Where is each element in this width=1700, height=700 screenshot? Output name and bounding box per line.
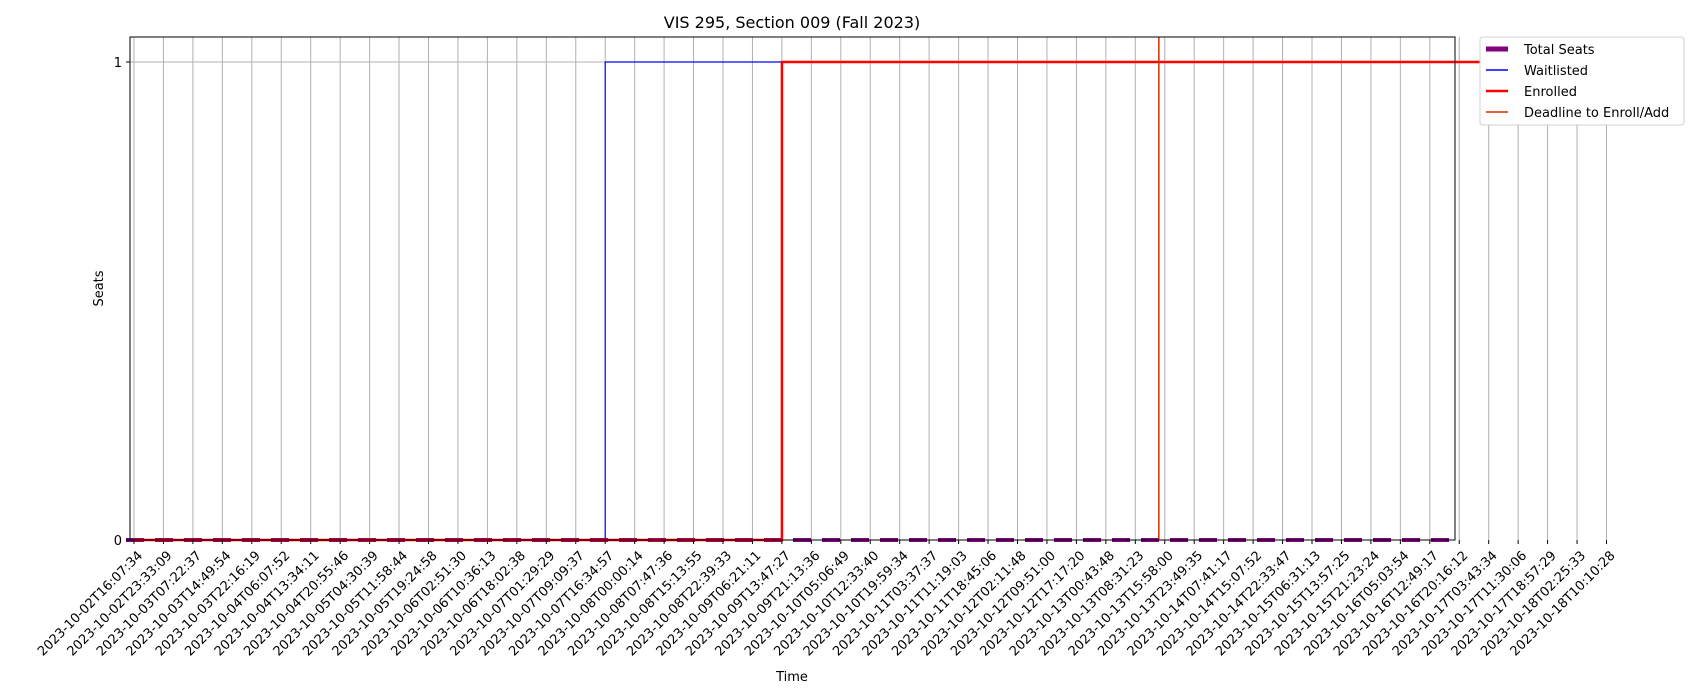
y-axis-label: Seats — [92, 270, 107, 306]
legend-box — [1479, 36, 1685, 126]
plot-series — [126, 37, 1607, 542]
legend: Total Seats Waitlisted Enrolled Deadline to… — [1479, 36, 1685, 126]
grid — [130, 37, 1607, 541]
plot-frame — [129, 36, 1456, 541]
legend-label: Total Seats — [1523, 43, 1595, 58]
legend-label: Enrolled — [1524, 85, 1577, 100]
y-axis: 01 — [114, 56, 130, 549]
y-tick-label: 1 — [114, 56, 122, 71]
y-tick-label: 0 — [114, 534, 122, 549]
chart-title: VIS 295, Section 009 (Fall 2023) — [664, 13, 921, 32]
legend-label: Deadline to Enroll/Add — [1524, 106, 1669, 121]
x-axis-label: Time — [775, 670, 808, 685]
legend-label: Waitlisted — [1524, 64, 1588, 79]
x-axis: 2023-10-02T16:07:342023-10-02T23:33:0920… — [35, 540, 1619, 659]
